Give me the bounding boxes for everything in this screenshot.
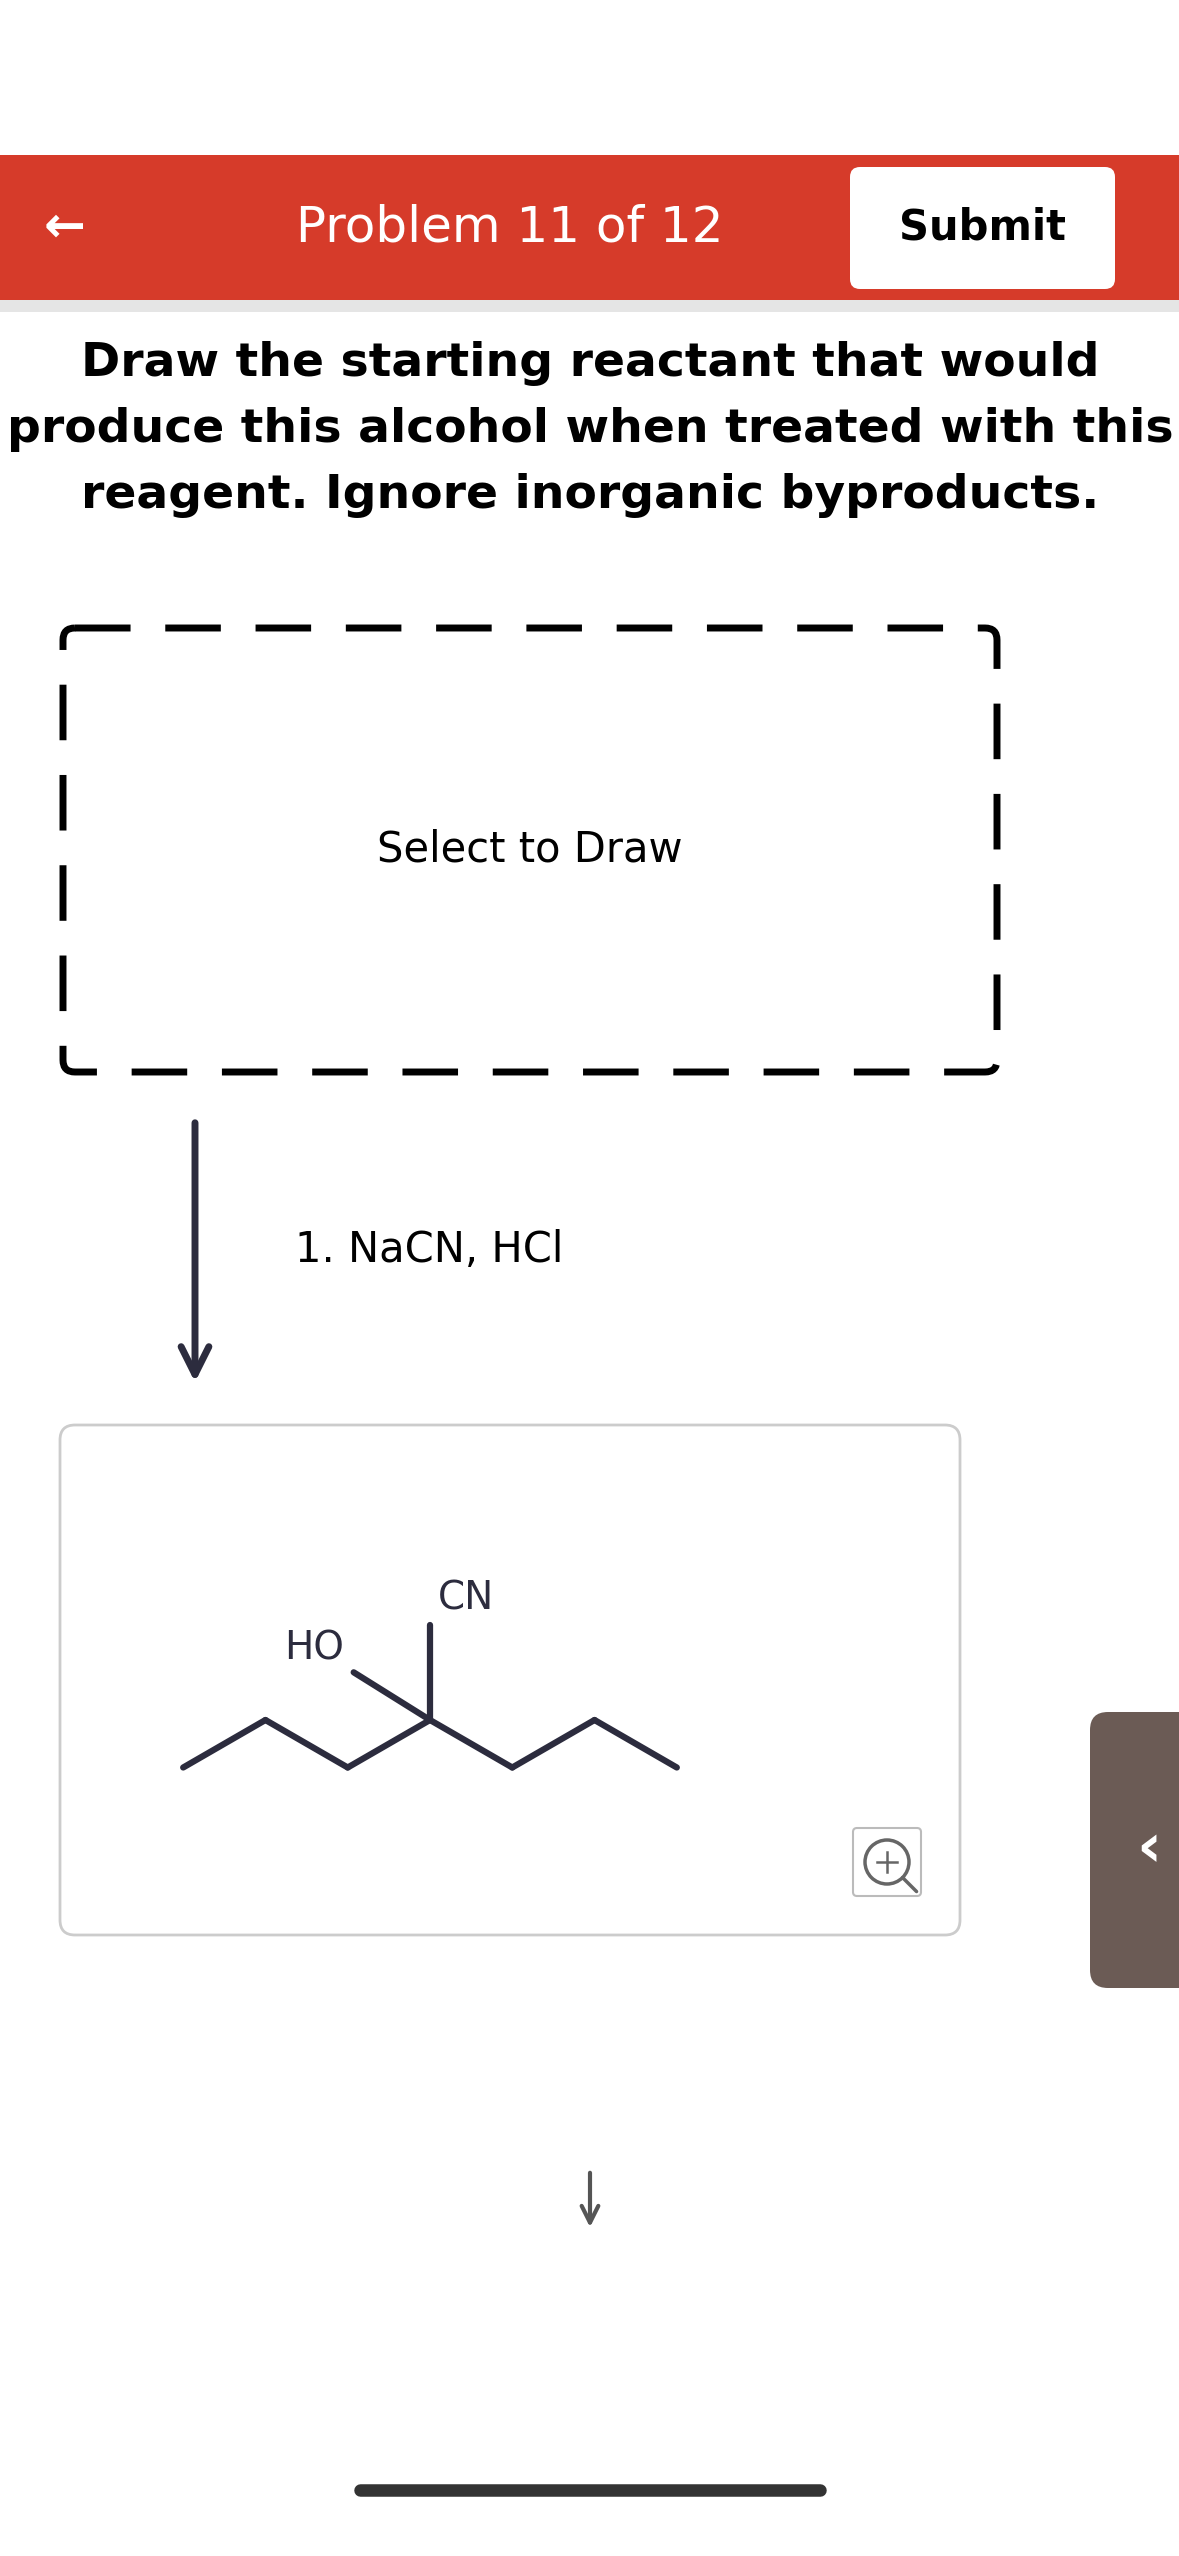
FancyBboxPatch shape	[0, 156, 1179, 299]
FancyBboxPatch shape	[0, 299, 1179, 2556]
FancyBboxPatch shape	[0, 0, 1179, 156]
FancyBboxPatch shape	[62, 629, 997, 1071]
FancyBboxPatch shape	[1091, 1713, 1179, 1989]
FancyBboxPatch shape	[60, 1426, 960, 1935]
Text: Draw the starting reactant that would
produce this alcohol when treated with thi: Draw the starting reactant that would pr…	[7, 343, 1173, 519]
FancyBboxPatch shape	[850, 166, 1115, 289]
Text: 1. NaCN, HCl: 1. NaCN, HCl	[295, 1229, 564, 1270]
Text: HO: HO	[284, 1628, 343, 1667]
Text: Select to Draw: Select to Draw	[377, 828, 683, 872]
Text: Problem 11 of 12: Problem 11 of 12	[296, 204, 724, 250]
Text: CN: CN	[439, 1580, 494, 1618]
Text: ←: ←	[44, 204, 86, 250]
FancyBboxPatch shape	[852, 1828, 921, 1897]
Text: Submit: Submit	[900, 207, 1066, 248]
FancyBboxPatch shape	[0, 299, 1179, 312]
Text: ‹: ‹	[1135, 1820, 1161, 1879]
